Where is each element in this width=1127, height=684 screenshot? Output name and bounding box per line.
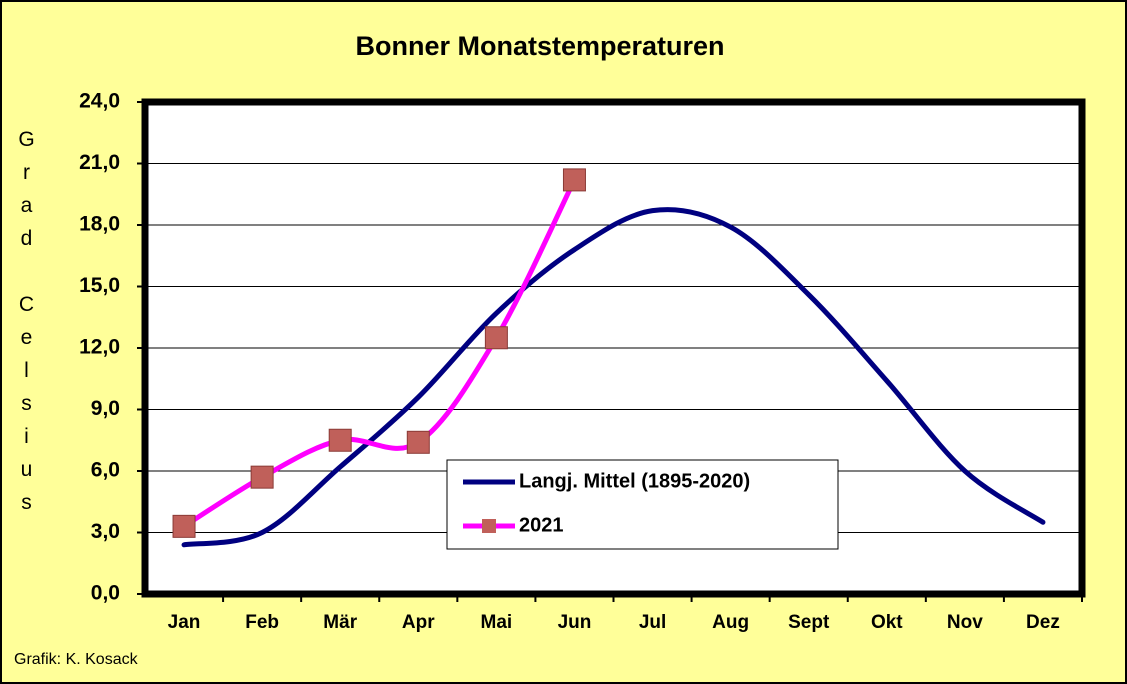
x-tick-label: Dez [1026, 612, 1060, 633]
x-tick-label: Aug [712, 612, 749, 633]
marker [562, 168, 586, 192]
y-tick-label: 3,0 [91, 520, 120, 543]
y-tick-label: 15,0 [79, 274, 120, 297]
y-tick-label: 12,0 [79, 336, 120, 359]
footer: Grafik: K. Kosack [14, 651, 139, 668]
y-tick-label: 24,0 [79, 90, 120, 113]
y-tick-label: 18,0 [79, 213, 120, 236]
marker [172, 514, 196, 538]
marker [406, 430, 430, 454]
x-tick-label: Feb [245, 612, 279, 633]
x-tick-label: Jan [168, 612, 201, 633]
legend-box [446, 459, 839, 550]
x-tick-label: Mär [323, 612, 357, 633]
x-tick-label: Jul [639, 612, 666, 633]
x-tick-label: Apr [402, 612, 435, 633]
series-line [181, 207, 1046, 548]
y-tick-label: 9,0 [91, 397, 120, 420]
x-tick-label: Jun [558, 612, 592, 633]
y-tick-label: 21,0 [79, 151, 120, 174]
x-tick-label: Nov [947, 612, 983, 633]
legend-marker [482, 519, 496, 533]
legend-label: 2021 [519, 514, 564, 536]
marker [250, 465, 274, 489]
x-tick-label: Sept [788, 612, 830, 633]
marker [328, 428, 352, 452]
marker [484, 326, 508, 350]
x-tick-label: Okt [871, 612, 903, 633]
y-tick-label: 6,0 [91, 459, 120, 482]
y-axis-label: Grad Celsius [15, 128, 38, 524]
legend-label: Langj. Mittel (1895-2020) [519, 470, 750, 492]
y-tick-label: 0,0 [91, 582, 120, 605]
chart-title: Bonner Monatstemperaturen [355, 31, 724, 61]
x-tick-label: Mai [481, 612, 513, 633]
